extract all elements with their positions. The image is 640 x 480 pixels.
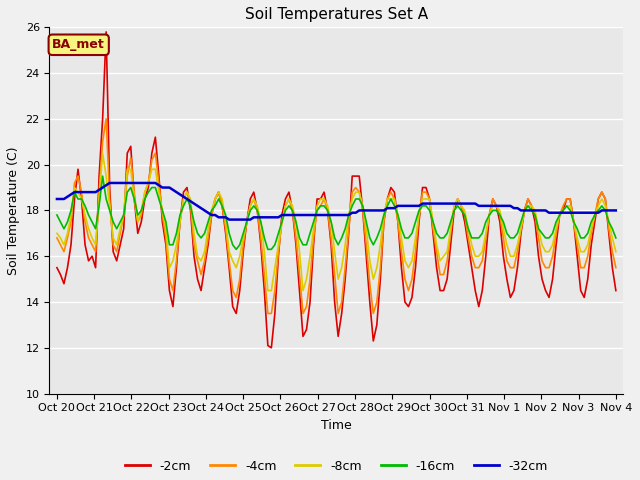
Text: BA_met: BA_met: [52, 38, 105, 51]
Legend: -2cm, -4cm, -8cm, -16cm, -32cm: -2cm, -4cm, -8cm, -16cm, -32cm: [120, 455, 553, 478]
Title: Soil Temperatures Set A: Soil Temperatures Set A: [245, 7, 428, 22]
Y-axis label: Soil Temperature (C): Soil Temperature (C): [7, 146, 20, 275]
X-axis label: Time: Time: [321, 419, 352, 432]
